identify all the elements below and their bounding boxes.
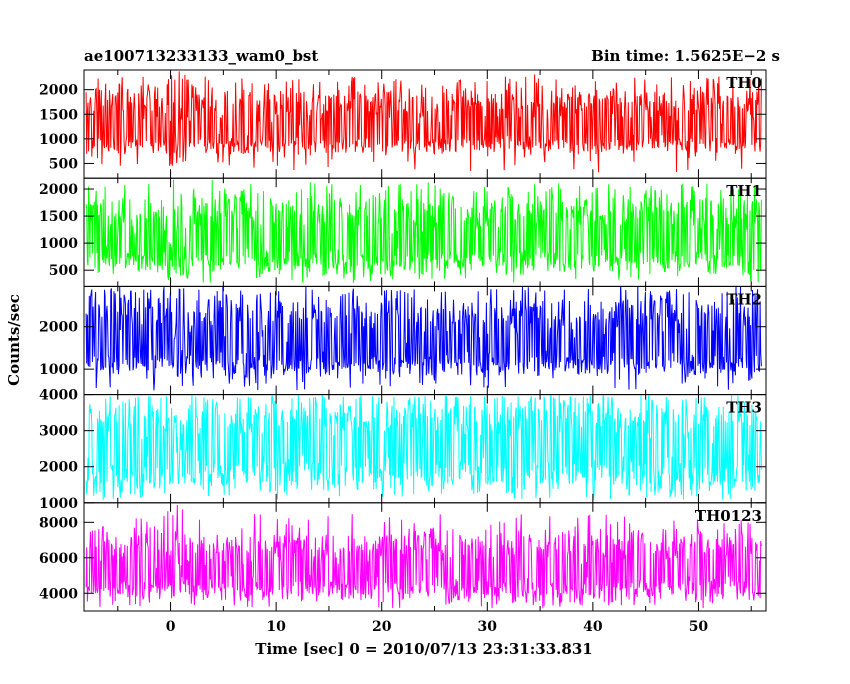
- x-tick-label: 20: [372, 619, 392, 635]
- y-tick-label: 4000: [39, 388, 78, 404]
- x-tick-label: 0: [166, 619, 176, 635]
- x-tick-label: 50: [689, 619, 709, 635]
- y-tick-label: 1000: [39, 132, 78, 148]
- x-tick-label: 10: [266, 619, 286, 635]
- y-tick-label: 8000: [39, 515, 78, 531]
- y-axis-label: Counts/sec: [5, 294, 23, 386]
- y-tick-label: 4000: [39, 586, 78, 602]
- y-tick-label: 3000: [39, 424, 78, 440]
- panel-label-th0: TH0: [726, 74, 762, 92]
- chart-title-left: ae100713233133_wam0_bst: [84, 47, 318, 65]
- chart-title-right: Bin time: 1.5625E−2 s: [591, 47, 780, 65]
- y-tick-label: 500: [49, 156, 78, 172]
- y-tick-label: 2000: [39, 83, 78, 99]
- panel-label-th2: TH2: [726, 290, 762, 308]
- panel-label-th1: TH1: [726, 182, 762, 200]
- series-line-th3: [85, 394, 762, 500]
- panel-label-th3: TH3: [726, 399, 762, 417]
- y-tick-label: 500: [49, 263, 78, 279]
- x-axis-label: Time [sec] 0 = 2010/07/13 23:31:33.831: [255, 640, 592, 658]
- y-tick-label: 1500: [39, 209, 78, 225]
- panel-label-th0123: TH0123: [695, 507, 762, 525]
- y-tick-label: 1500: [39, 107, 78, 123]
- y-tick-label: 2000: [39, 182, 78, 198]
- y-tick-label: 2000: [39, 460, 78, 476]
- panel-frame-th0123: [83, 502, 767, 612]
- y-tick-label: 6000: [39, 551, 78, 567]
- series-line-th2: [85, 286, 762, 391]
- y-tick-label: 2000: [39, 320, 78, 336]
- series-line-th0: [85, 71, 762, 173]
- x-tick-label: 40: [583, 619, 603, 635]
- y-tick-label: 1000: [39, 496, 78, 512]
- y-tick-label: 1000: [39, 362, 78, 378]
- series-line-th1: [85, 179, 762, 284]
- y-tick-label: 1000: [39, 236, 78, 252]
- series-line-th0123: [85, 504, 762, 609]
- x-tick-label: 30: [478, 619, 498, 635]
